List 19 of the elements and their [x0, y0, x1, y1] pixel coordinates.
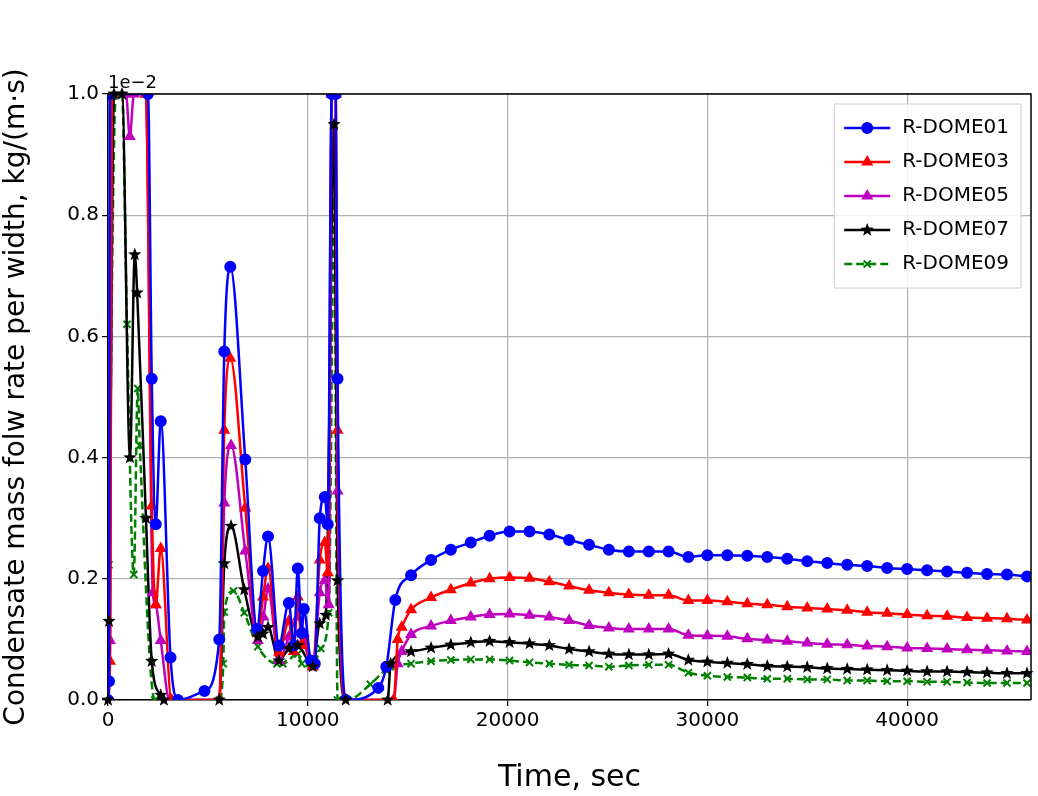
y-tick-label: 0.4 — [67, 443, 99, 468]
legend-label: R-DOME07 — [902, 216, 1010, 241]
text: 1e−2 — [108, 70, 158, 92]
x-axis-title: Time, sec — [496, 757, 642, 793]
y-axis-title: Condensate mass folw rate per width, kg/(m·s) — [0, 68, 32, 726]
y-tick-label: 0.0 — [67, 686, 99, 711]
legend-label: R-DOME09 — [902, 250, 1010, 275]
y-tick-label: 1.0 — [67, 80, 99, 105]
x-tick-label: 10000 — [275, 707, 340, 732]
x-tick-label: 0 — [101, 707, 115, 732]
legend-label: R-DOME01 — [902, 114, 1010, 139]
y-tick-label: 0.2 — [67, 565, 99, 589]
y-tick-label: 0.8 — [67, 201, 99, 226]
x-tick-label: 40000 — [875, 707, 939, 732]
x-tick-label: 20000 — [475, 707, 540, 732]
legend-label: R-DOME05 — [902, 182, 1010, 207]
legend-label: R-DOME03 — [902, 148, 1010, 173]
y-tick-label: 0.6 — [67, 322, 99, 347]
x-tick-label: 30000 — [675, 707, 740, 732]
